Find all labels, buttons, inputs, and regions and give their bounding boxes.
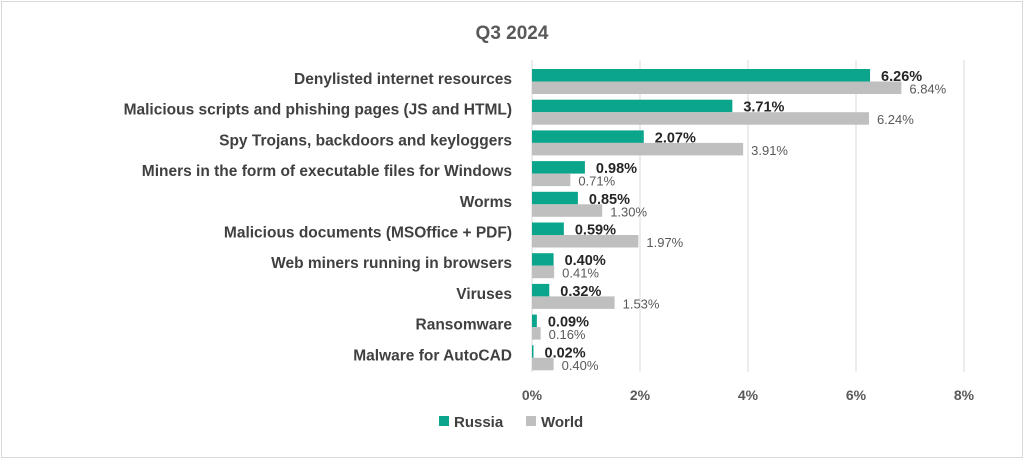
bar-world xyxy=(532,112,869,125)
data-label-world: 0.41% xyxy=(562,266,599,281)
data-label-world: 1.53% xyxy=(623,296,660,311)
data-label-russia: 3.71% xyxy=(743,100,784,116)
bar-world xyxy=(532,81,902,94)
data-label-russia: 2.07% xyxy=(655,130,696,146)
bar-world xyxy=(532,142,744,156)
category-label: Miners in the form of executable files f… xyxy=(142,163,512,180)
category-label: Worms xyxy=(460,194,512,211)
legend-label-world: World xyxy=(541,414,583,431)
data-label-world: 1.30% xyxy=(610,204,647,219)
chart-title: Q3 2024 xyxy=(476,23,549,44)
data-label-russia: 6.26% xyxy=(881,69,922,85)
bar-russia xyxy=(532,99,733,113)
category-label: Denylisted internet resources xyxy=(294,71,512,88)
bar-russia xyxy=(532,130,644,143)
category-label: Malicious documents (MSOffice + PDF) xyxy=(224,225,512,242)
bar-russia xyxy=(532,161,585,174)
bar-russia xyxy=(532,253,554,266)
data-label-world: 0.16% xyxy=(549,327,586,342)
data-label-russia: 0.09% xyxy=(548,315,589,331)
legend-swatch-russia xyxy=(439,416,449,426)
data-label-world: 0.71% xyxy=(578,174,615,189)
data-label-russia: 0.98% xyxy=(596,161,637,177)
bar-russia xyxy=(532,283,550,297)
bar-russia xyxy=(532,69,871,82)
x-tick-label: 4% xyxy=(738,387,759,403)
bar-world xyxy=(532,235,639,248)
bar-russia xyxy=(532,345,534,358)
bar-russia xyxy=(532,191,578,205)
legend-swatch-world xyxy=(526,416,536,426)
legend: Russia World xyxy=(439,414,583,431)
bar-world xyxy=(532,357,554,371)
data-label-russia: 0.59% xyxy=(575,223,616,239)
data-label-russia: 0.32% xyxy=(560,284,601,300)
bar-world xyxy=(532,204,603,217)
data-label-russia: 0.40% xyxy=(565,253,606,269)
data-label-world: 1.97% xyxy=(646,235,683,250)
data-label-world: 6.84% xyxy=(909,82,946,97)
category-label: Viruses xyxy=(456,286,512,303)
bar-russia xyxy=(532,222,564,235)
category-label: Ransomware xyxy=(416,317,513,334)
x-tick-label: 8% xyxy=(954,387,975,403)
bar-world xyxy=(532,265,555,279)
data-label-world: 0.40% xyxy=(562,358,599,373)
data-label-russia: 0.85% xyxy=(589,192,630,208)
data-label-world: 3.91% xyxy=(751,143,788,158)
data-label-russia: 0.02% xyxy=(545,345,586,361)
category-labels: Denylisted internet resources Malicious s… xyxy=(124,71,513,364)
bar-world xyxy=(532,327,541,340)
category-label: Malicious scripts and phishing pages (JS… xyxy=(124,102,512,119)
category-label: Spy Trojans, backdoors and keyloggers xyxy=(219,132,512,149)
x-tick-label: 6% xyxy=(846,387,867,403)
category-label: Malware for AutoCAD xyxy=(353,347,512,364)
data-labels: 6.26%6.84% 3.71% 6.24% 2.07% 3.91% 0.98%0.71%… xyxy=(545,69,947,373)
data-label-world: 6.24% xyxy=(877,112,914,127)
bar-russia xyxy=(532,314,537,328)
bar-world xyxy=(532,173,571,187)
legend-label-russia: Russia xyxy=(454,414,504,431)
x-tick-label: 2% xyxy=(630,387,651,403)
x-tick-label: 0% xyxy=(522,387,543,403)
category-label: Web miners running in browsers xyxy=(271,255,512,272)
x-axis-ticks: 0% 2% 4% 6% 8% xyxy=(522,387,975,403)
bar-world xyxy=(532,296,615,309)
bars xyxy=(532,69,902,371)
